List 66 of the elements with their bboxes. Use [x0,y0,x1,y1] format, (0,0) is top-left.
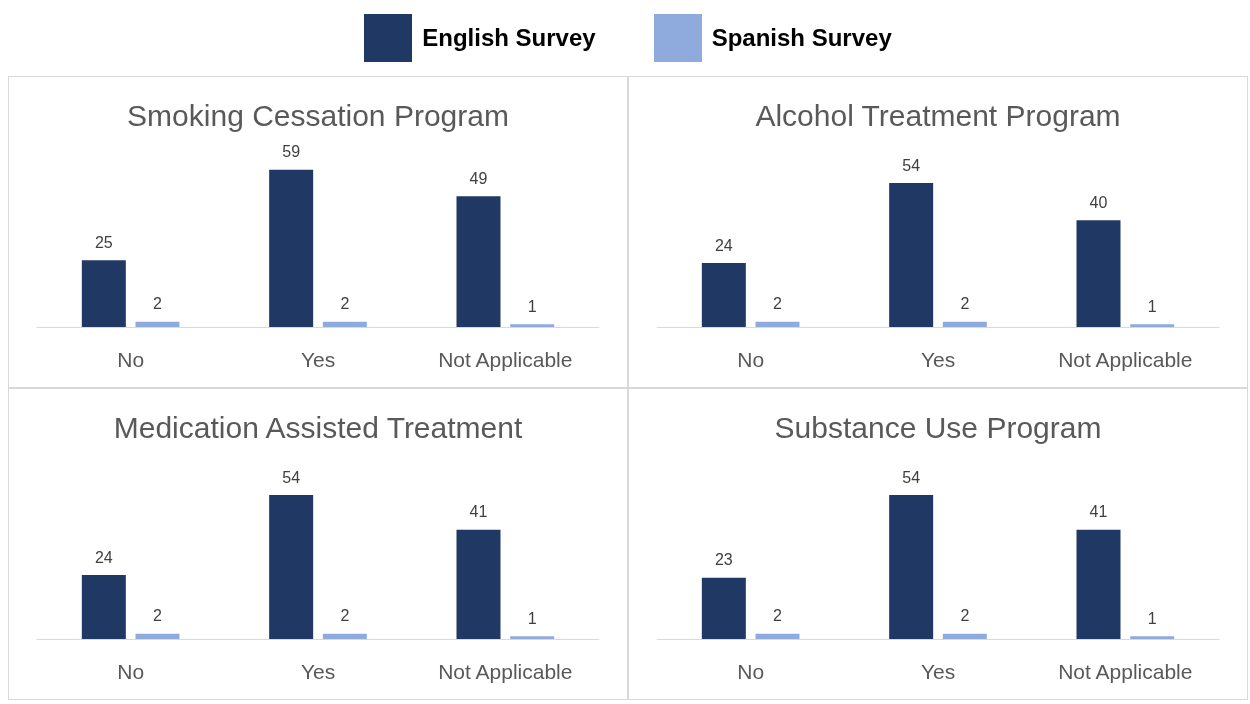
bar [456,529,501,639]
bar [1130,324,1175,327]
legend-label: Spanish Survey [711,24,892,52]
data-label: 24 [94,548,113,566]
data-label: 1 [1147,297,1157,315]
data-label: 25 [94,233,113,251]
data-label: 54 [282,468,301,486]
bar [322,633,367,639]
bar [322,321,367,327]
data-label: 24 [714,236,733,254]
bar [942,633,987,639]
x-tick-label: Yes [920,348,956,371]
bar [510,636,555,639]
chart-title: Substance Use Program [774,410,1102,444]
bar [81,575,126,639]
data-label: 2 [153,295,163,313]
bar [135,633,180,639]
bar [755,633,800,639]
x-tick-label: Not Applicable [438,660,573,683]
data-label: 2 [153,607,163,625]
data-label: 54 [902,468,921,486]
data-label: 54 [902,156,921,174]
chart-title: Medication Assisted Treatment [113,410,523,444]
bar [701,577,746,639]
x-tick-label: Yes [300,660,336,683]
data-label: 1 [1147,609,1157,627]
bar [81,260,126,327]
data-label: 1 [527,609,537,627]
bar [135,321,180,327]
bar [701,263,746,327]
legend-label: English Survey [422,24,596,52]
data-label: 2 [960,295,970,313]
data-label: 2 [773,295,783,313]
x-tick-label: Yes [300,348,336,371]
bar [510,324,555,327]
chart-title: Smoking Cessation Program [127,98,509,132]
data-label: 2 [960,607,970,625]
bar [889,495,934,639]
data-label: 41 [469,503,488,521]
data-label: 2 [340,295,350,313]
x-tick-label: Not Applicable [1058,348,1193,371]
bar [1130,636,1175,639]
x-tick-label: No [737,348,765,371]
data-label: 41 [1089,503,1108,521]
data-label: 40 [1089,193,1108,211]
data-label: 23 [714,551,733,569]
data-label: 1 [527,297,537,315]
bar [269,495,314,639]
x-tick-label: No [737,660,765,683]
chart-title: Alcohol Treatment Program [755,98,1121,132]
bar [942,321,987,327]
data-label: 49 [469,169,488,187]
bar [269,169,314,327]
bar [1076,220,1121,327]
x-tick-label: No [117,660,145,683]
bar [889,183,934,327]
data-label: 59 [282,143,301,161]
x-tick-label: No [117,348,145,371]
x-tick-label: Yes [920,660,956,683]
bar [456,196,501,327]
x-tick-label: Not Applicable [438,348,573,371]
bar [755,321,800,327]
bar [1076,529,1121,639]
x-tick-label: Not Applicable [1058,660,1193,683]
data-label: 2 [773,607,783,625]
data-label: 2 [340,607,350,625]
